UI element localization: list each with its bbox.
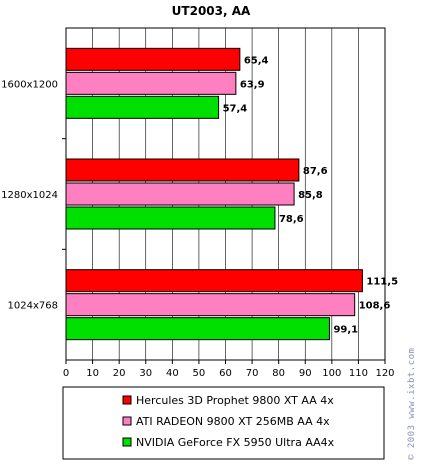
data-label: 63,9 bbox=[240, 79, 265, 90]
x-tick-label: 80 bbox=[272, 368, 285, 379]
x-tick-label: 110 bbox=[349, 368, 368, 379]
x-tick-label: 0 bbox=[63, 368, 69, 379]
x-tick-label: 20 bbox=[113, 368, 126, 379]
x-tick-label: 50 bbox=[193, 368, 206, 379]
bar bbox=[65, 182, 295, 206]
x-tick-label: 70 bbox=[246, 368, 259, 379]
watermark-text: © 2003 www.ixbt.com bbox=[407, 348, 417, 460]
data-label: 57,4 bbox=[223, 103, 248, 114]
plot-area: 65,4 63,9 57,4 1600x1200 87,6 85,8 78,6 1280x10… bbox=[1, 27, 398, 379]
x-tick-label: 90 bbox=[299, 368, 312, 379]
data-label: 85,8 bbox=[298, 190, 323, 201]
bar bbox=[65, 71, 237, 95]
bar bbox=[65, 47, 241, 71]
x-tick-label: 30 bbox=[139, 368, 152, 379]
category-label: 1024x768 bbox=[8, 301, 58, 312]
data-label: 111,5 bbox=[366, 277, 398, 288]
legend-swatch bbox=[122, 416, 132, 426]
legend-swatch bbox=[122, 437, 132, 447]
x-tick-label: 100 bbox=[322, 368, 341, 379]
legend-label: Hercules 3D Prophet 9800 XT AA 4x bbox=[136, 394, 334, 407]
bar bbox=[65, 317, 330, 341]
legend-label: NVIDIA GeForce FX 5950 Ultra AA4x bbox=[136, 436, 335, 449]
bar bbox=[65, 269, 363, 293]
legend-box bbox=[62, 386, 385, 460]
legend-swatch bbox=[122, 395, 132, 405]
x-tick-label: 60 bbox=[219, 368, 232, 379]
bar bbox=[65, 158, 300, 182]
data-label: 108,6 bbox=[359, 301, 391, 312]
x-tick-label: 40 bbox=[166, 368, 179, 379]
bar bbox=[65, 206, 276, 230]
data-label: 99,1 bbox=[333, 325, 358, 336]
x-tick-label: 120 bbox=[375, 368, 394, 379]
chart-title: UT2003, AA bbox=[172, 4, 251, 18]
data-label: 65,4 bbox=[244, 55, 269, 66]
data-label: 78,6 bbox=[279, 214, 304, 225]
legend: Hercules 3D Prophet 9800 XT AA 4x ATI RAD… bbox=[62, 386, 385, 460]
legend-label: ATI RADEON 9800 XT 256MB AA 4x bbox=[136, 415, 330, 428]
data-label: 87,6 bbox=[303, 166, 328, 177]
category-label: 1280x1024 bbox=[1, 190, 58, 201]
bar bbox=[65, 95, 220, 119]
category-label: 1600x1200 bbox=[1, 79, 58, 90]
x-tick-label: 10 bbox=[86, 368, 99, 379]
bar bbox=[65, 293, 356, 317]
